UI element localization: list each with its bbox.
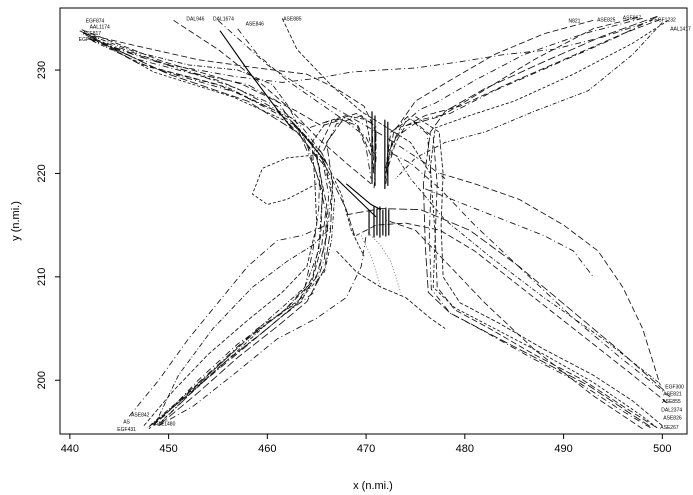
y-tick-label-210: 210 (36, 268, 48, 286)
flight-label-13: AAL1417 (670, 27, 691, 33)
flight-track-9 (91, 35, 324, 426)
flight-label-22: ASE826 (663, 416, 682, 422)
flight-label-21: DAL2374 (661, 407, 682, 413)
flight-track-32 (356, 222, 668, 404)
flight-track-24 (148, 113, 375, 428)
flight-track-17 (429, 20, 669, 430)
flight-track-33 (390, 152, 671, 398)
x-tick-label-500: 500 (653, 443, 671, 455)
y-tick-label-230: 230 (36, 61, 48, 79)
flight-track-21 (395, 22, 663, 179)
flight-label-3: ASE817 (83, 31, 102, 37)
solid-track-segment-2 (345, 183, 382, 211)
flight-label-14: ASE842 (131, 412, 150, 418)
flight-track-30 (391, 116, 651, 429)
flight-track-15 (385, 19, 661, 184)
x-tick-label-490: 490 (554, 443, 572, 455)
x-tick-label-450: 450 (159, 443, 177, 455)
flight-track-5 (89, 36, 357, 241)
flight-track-37 (158, 235, 367, 427)
flight-label-23: ASE267 (660, 425, 679, 431)
flight-track-26 (160, 117, 345, 425)
solid-track-segment-4 (219, 30, 294, 131)
flight-track-27 (128, 224, 327, 417)
flight-track-12 (237, 28, 377, 159)
flight-track-35 (395, 154, 659, 383)
flight-track-10 (87, 37, 328, 423)
flight-track-38 (252, 154, 317, 205)
y-tick-label-220: 220 (36, 164, 48, 182)
flight-label-16: AAL1480 (155, 422, 176, 428)
flight-track-40 (425, 188, 594, 278)
flight-label-12: EGF1232 (654, 17, 676, 23)
flight-label-9: N821 (569, 19, 581, 25)
flight-track-28 (154, 226, 332, 425)
flight-track-19 (385, 17, 643, 174)
flight-track-34 (346, 208, 665, 391)
flight-track-42 (89, 19, 653, 83)
flight-label-20: ASE855 (662, 399, 681, 405)
flight-label-18: EGF300 (665, 385, 684, 391)
flight-track-22 (385, 16, 638, 179)
flight-label-17: EGF431 (117, 427, 136, 433)
flight-label-11: ASE867 (623, 15, 642, 21)
flight-track-14 (217, 20, 446, 179)
flight-label-5: DAL946 (186, 16, 204, 22)
flight-label-8: ASE885 (283, 16, 302, 22)
flight-track-25 (143, 115, 373, 426)
flight-label-4: EGF421 (79, 37, 98, 43)
flight-label-6: DAL1674 (213, 16, 234, 22)
x-tick-label-460: 460 (258, 443, 276, 455)
flight-track-39 (439, 172, 661, 386)
plot-frame (59, 7, 688, 435)
y-tick-label-200: 200 (36, 371, 48, 389)
flight-track-36 (385, 219, 643, 430)
flight-track-13 (281, 18, 431, 174)
flight-label-10: ASE825 (597, 17, 616, 23)
axes: 440 450 460 470 480 490 500 200 210 220 230 (36, 61, 671, 455)
flight-track-16 (385, 17, 655, 174)
flight-track-1 (89, 38, 332, 426)
flight-label-19: ASE821 (663, 392, 682, 398)
x-tick-label-440: 440 (61, 443, 79, 455)
flight-track-20 (387, 19, 594, 164)
flight-label-1: EGF874 (86, 19, 105, 25)
flight-label-2: AAL1174 (90, 25, 110, 31)
flight-label-7: ASE846 (246, 22, 265, 28)
x-tick-label-480: 480 (456, 443, 474, 455)
y-axis-title: y (n.mi.) (10, 201, 22, 241)
flight-label-15: AS (123, 420, 130, 426)
flight-track-31 (415, 116, 663, 427)
x-tick-label-470: 470 (357, 443, 375, 455)
x-axis-title: x (n.mi.) (353, 480, 393, 492)
flight-track-18 (422, 15, 658, 429)
flight-track-29 (385, 118, 656, 428)
dotted-track-segment-1 (365, 230, 402, 293)
solid-track-segment-3 (291, 121, 328, 164)
flight-track-6 (84, 32, 365, 257)
